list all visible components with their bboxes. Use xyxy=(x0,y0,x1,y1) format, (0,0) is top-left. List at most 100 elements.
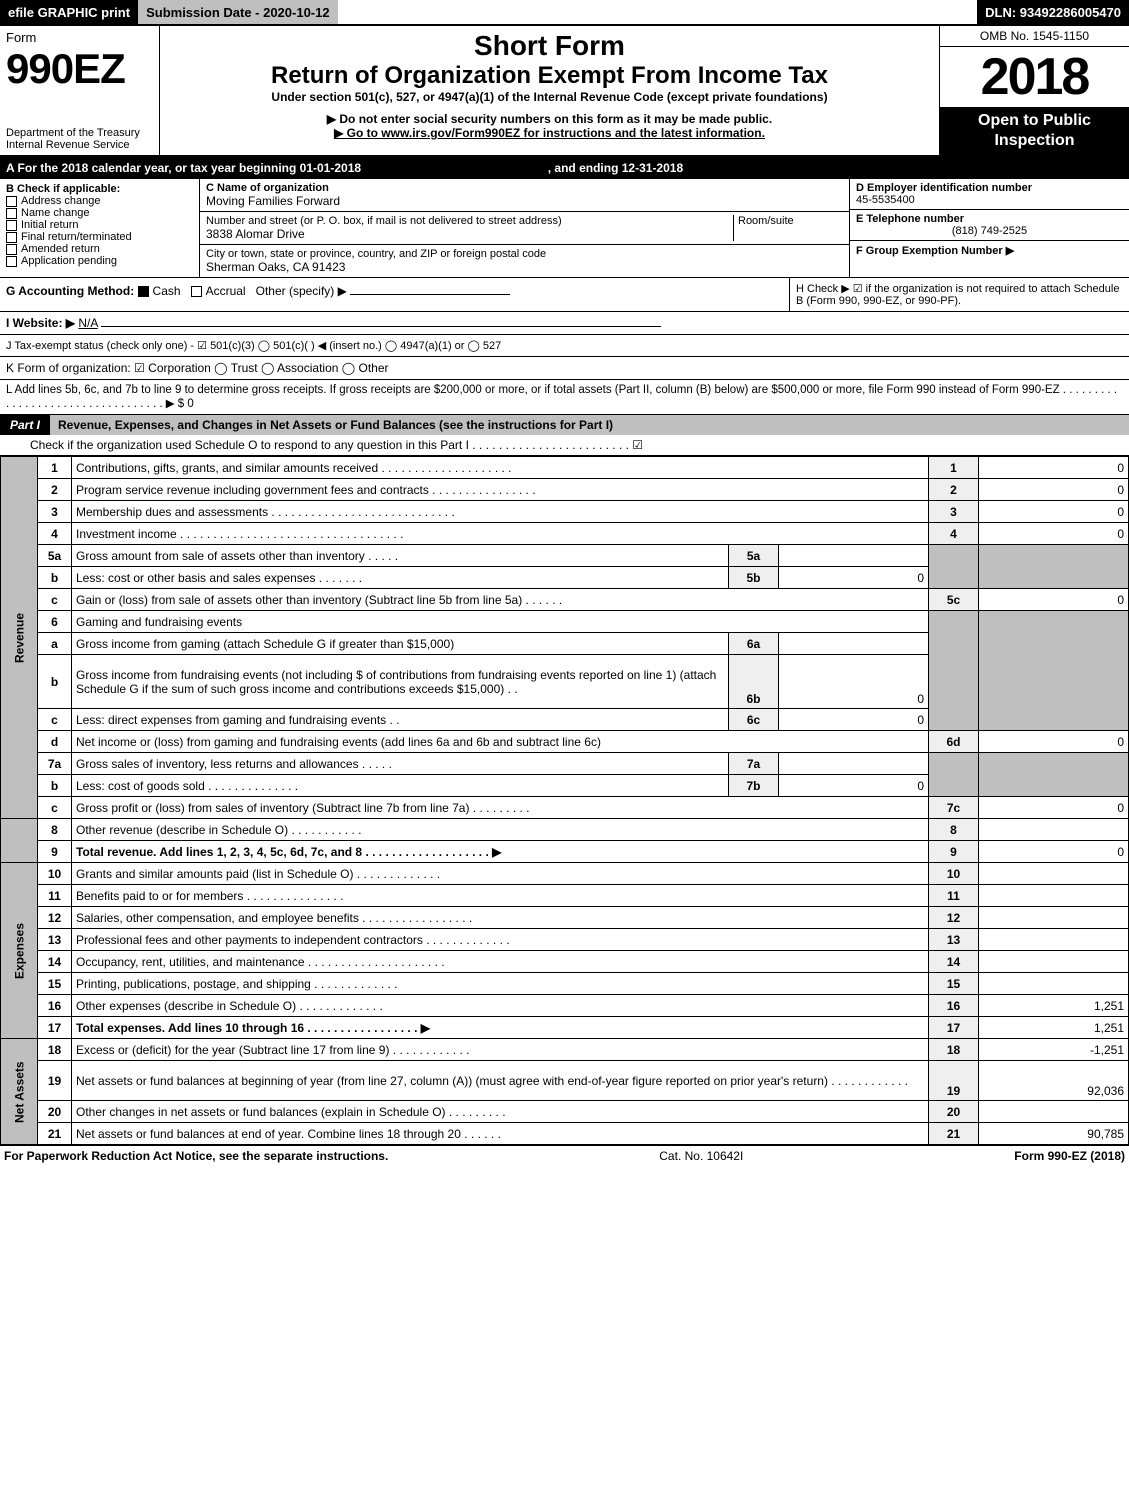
ln19-box: 19 xyxy=(929,1061,979,1101)
ln4-amt: 0 xyxy=(979,523,1129,545)
side-net-assets: Net Assets xyxy=(1,1039,38,1145)
ln13-num: 13 xyxy=(38,929,72,951)
org-name: Moving Families Forward xyxy=(206,194,843,208)
e-label: E Telephone number xyxy=(856,213,1123,225)
ln20-amt xyxy=(979,1101,1129,1123)
ln11-desc: Benefits paid to or for members . . . . … xyxy=(72,885,929,907)
ln5b-num: b xyxy=(38,567,72,589)
ln14-desc: Occupancy, rent, utilities, and maintena… xyxy=(72,951,929,973)
ln6c-desc: Less: direct expenses from gaming and fu… xyxy=(72,709,729,731)
ln16-desc: Other expenses (describe in Schedule O) … xyxy=(72,995,929,1017)
ln6d-amt: 0 xyxy=(979,731,1129,753)
g-label: G Accounting Method: xyxy=(6,284,134,298)
c-addr-label: Number and street (or P. O. box, if mail… xyxy=(206,215,733,227)
j-line: J Tax-exempt status (check only one) - ☑… xyxy=(0,335,1129,357)
ln12-amt xyxy=(979,907,1129,929)
ln11-amt xyxy=(979,885,1129,907)
ln11-box: 11 xyxy=(929,885,979,907)
g-cash: Cash xyxy=(153,284,181,298)
ln6b-num: b xyxy=(38,655,72,709)
ln17-desc-b: Total expenses. Add lines 10 through 16 … xyxy=(76,1021,430,1035)
part-i-table: Revenue 1 Contributions, gifts, grants, … xyxy=(0,456,1129,1145)
ln5c-amt: 0 xyxy=(979,589,1129,611)
ln6c-ibox: 6c xyxy=(729,709,779,731)
ln17-box: 17 xyxy=(929,1017,979,1039)
ln4-num: 4 xyxy=(38,523,72,545)
ln5a-ibox: 5a xyxy=(729,545,779,567)
ln5c-desc: Gain or (loss) from sale of assets other… xyxy=(72,589,929,611)
g-other: Other (specify) ▶ xyxy=(256,284,347,298)
form-number: 990EZ xyxy=(6,45,153,93)
ln6c-ival: 0 xyxy=(779,709,929,731)
ln6b-ival: 0 xyxy=(779,655,929,709)
short-form-title: Short Form xyxy=(168,30,931,62)
ln7b-num: b xyxy=(38,775,72,797)
ln20-desc: Other changes in net assets or fund bala… xyxy=(72,1101,929,1123)
ln18-desc: Excess or (deficit) for the year (Subtra… xyxy=(72,1039,929,1061)
ln7a-ival xyxy=(779,753,929,775)
ln5b-desc: Less: cost or other basis and sales expe… xyxy=(72,567,729,589)
ln1-box: 1 xyxy=(929,457,979,479)
ln14-amt xyxy=(979,951,1129,973)
ln6a-ibox: 6a xyxy=(729,633,779,655)
ln7c-num: c xyxy=(38,797,72,819)
tax-year: 2018 xyxy=(940,47,1129,107)
ln6d-num: d xyxy=(38,731,72,753)
ln6d-box: 6d xyxy=(929,731,979,753)
ln19-amt: 92,036 xyxy=(979,1061,1129,1101)
ln19-desc: Net assets or fund balances at beginning… xyxy=(72,1061,929,1101)
h-text: H Check ▶ ☑ if the organization is not r… xyxy=(789,278,1129,311)
ln5a-desc: Gross amount from sale of assets other t… xyxy=(72,545,729,567)
room-label: Room/suite xyxy=(738,215,843,227)
footer-left: For Paperwork Reduction Act Notice, see … xyxy=(4,1149,388,1163)
ln10-num: 10 xyxy=(38,863,72,885)
ln2-desc: Program service revenue including govern… xyxy=(72,479,929,501)
ln7b-ibox: 7b xyxy=(729,775,779,797)
ln1-num: 1 xyxy=(38,457,72,479)
ln7a-num: 7a xyxy=(38,753,72,775)
ln21-amt: 90,785 xyxy=(979,1123,1129,1145)
ln16-num: 16 xyxy=(38,995,72,1017)
ln18-amt: -1,251 xyxy=(979,1039,1129,1061)
ln10-desc: Grants and similar amounts paid (list in… xyxy=(72,863,929,885)
line-a-begin: A For the 2018 calendar year, or tax yea… xyxy=(6,161,361,175)
ln8-num: 8 xyxy=(38,819,72,841)
b-amended-return: Amended return xyxy=(21,243,100,255)
ln7b-desc: Less: cost of goods sold . . . . . . . .… xyxy=(72,775,729,797)
l-line: L Add lines 5b, 6c, and 7b to line 9 to … xyxy=(0,380,1129,415)
ln8-desc: Other revenue (describe in Schedule O) .… xyxy=(72,819,929,841)
ln3-num: 3 xyxy=(38,501,72,523)
ln8-amt xyxy=(979,819,1129,841)
ln13-amt xyxy=(979,929,1129,951)
ein-value: 45-5535400 xyxy=(856,194,1123,206)
ln15-desc: Printing, publications, postage, and shi… xyxy=(72,973,929,995)
c-city-label: City or town, state or province, country… xyxy=(206,248,843,260)
ln1-amt: 0 xyxy=(979,457,1129,479)
ln6a-desc: Gross income from gaming (attach Schedul… xyxy=(72,633,729,655)
ln6a-num: a xyxy=(38,633,72,655)
side-expenses: Expenses xyxy=(1,863,38,1039)
line-a-end: , and ending 12-31-2018 xyxy=(548,161,683,175)
return-title: Return of Organization Exempt From Incom… xyxy=(168,62,931,90)
ln12-desc: Salaries, other compensation, and employ… xyxy=(72,907,929,929)
ln17-desc: Total expenses. Add lines 10 through 16 … xyxy=(72,1017,929,1039)
ln12-num: 12 xyxy=(38,907,72,929)
note-goto: ▶ Go to www.irs.gov/Form990EZ for instru… xyxy=(168,126,931,140)
line-a: A For the 2018 calendar year, or tax yea… xyxy=(0,158,1129,179)
ln5b-ival: 0 xyxy=(779,567,929,589)
ln4-box: 4 xyxy=(929,523,979,545)
b-final-return: Final return/terminated xyxy=(21,231,132,243)
part-i-label: Part I xyxy=(0,415,50,435)
ln13-box: 13 xyxy=(929,929,979,951)
website-value: N/A xyxy=(78,316,97,330)
footer-right: Form 990-EZ (2018) xyxy=(1014,1149,1125,1163)
ln9-desc-b: Total revenue. Add lines 1, 2, 3, 4, 5c,… xyxy=(76,845,501,859)
ln11-num: 11 xyxy=(38,885,72,907)
note-ssn: ▶ Do not enter social security numbers o… xyxy=(168,112,931,126)
ln16-box: 16 xyxy=(929,995,979,1017)
ln6b-desc: Gross income from fundraising events (no… xyxy=(72,655,729,709)
ln17-amt: 1,251 xyxy=(979,1017,1129,1039)
g-accrual: Accrual xyxy=(206,284,246,298)
ln17-num: 17 xyxy=(38,1017,72,1039)
b-title: B Check if applicable: xyxy=(6,183,193,195)
